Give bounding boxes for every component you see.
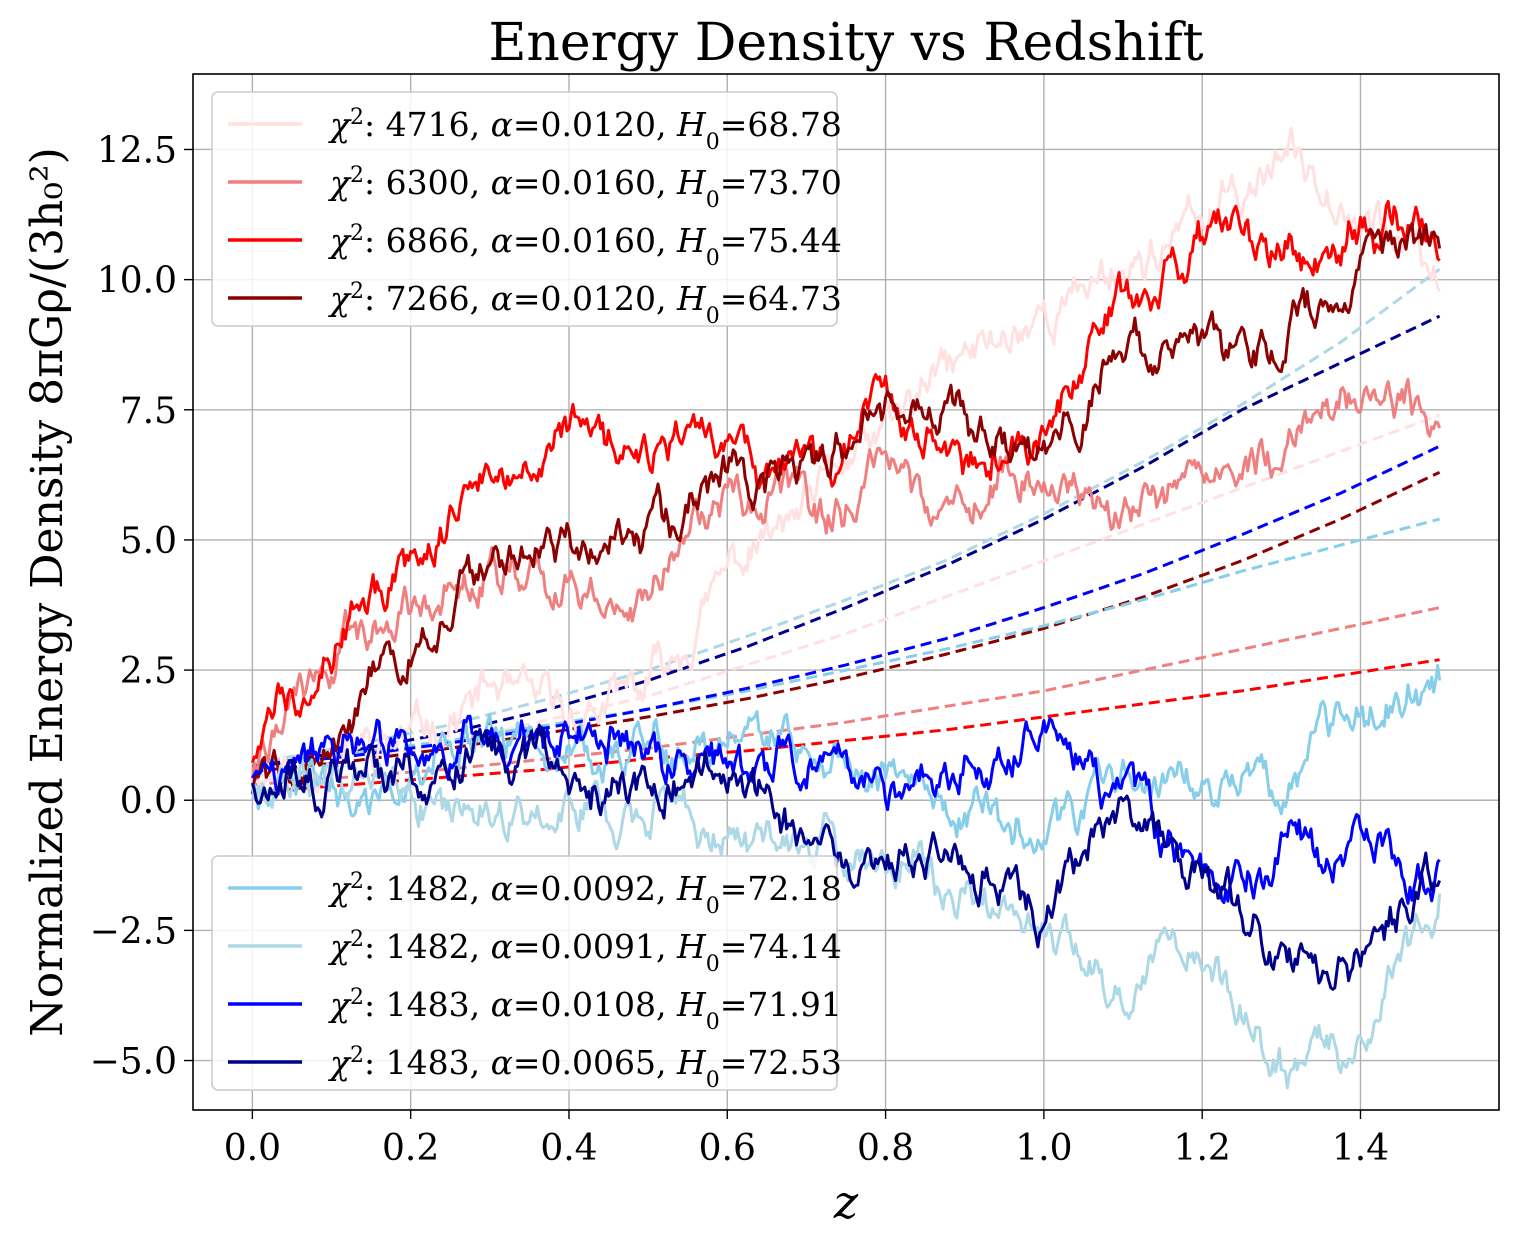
y-tick-label: 2.5 (120, 651, 177, 692)
legend-label: χ2: 6866, α=0.0160, H0=75.44 (328, 221, 842, 271)
legend-box (211, 855, 838, 1091)
axes-frame (192, 73, 1500, 1111)
fit-line-series-5 (252, 517, 1440, 768)
legend-entry: χ2: 6866, α=0.0160, H0=75.44 (228, 221, 842, 271)
y-axis-label: Normalized Energy Density 8πGρ/(3h₀²) (22, 147, 73, 1037)
x-tick-label: 0.2 (382, 1128, 439, 1169)
data-line-series-1 (250, 126, 1441, 794)
x-tick-label: 0.0 (224, 1128, 281, 1169)
y-tick-label: −2.5 (90, 911, 177, 952)
x-tick-label: 0.4 (540, 1128, 597, 1169)
x-tick-label: 1.2 (1174, 1128, 1231, 1169)
data-line-series-6 (250, 754, 1442, 1090)
legend-entry: χ2: 1483, α=0.0065, H0=72.53 (228, 1043, 842, 1093)
y-tick-label: 10.0 (97, 261, 177, 302)
legend-label: χ2: 1483, α=0.0108, H0=71.91 (328, 985, 842, 1035)
x-tick-label: 0.8 (857, 1128, 914, 1169)
legend-label: χ2: 7266, α=0.0120, H0=64.73 (328, 279, 842, 329)
fit-line-series-7 (252, 444, 1441, 768)
y-tick-label: 0.0 (120, 781, 177, 822)
fit-line-series-6 (252, 267, 1441, 766)
legend-lower-left: χ2: 1482, α=0.0092, H0=72.18 χ2: 1482, α=… (211, 855, 842, 1093)
y-tick-label: 12.5 (97, 130, 177, 171)
y-tick-label: 7.5 (120, 391, 177, 432)
legend-label: χ2: 1482, α=0.0091, H0=74.14 (328, 927, 842, 977)
legend-label: χ2: 6300, α=0.0160, H0=73.70 (328, 163, 842, 213)
fit-line-series-3 (252, 658, 1440, 794)
fit-line-series-8 (252, 314, 1441, 768)
fit-line-series-2 (252, 606, 1440, 787)
legend-entry: χ2: 1482, α=0.0091, H0=74.14 (228, 927, 842, 977)
fit-line-series-4 (252, 470, 1441, 774)
chart-title: Energy Density vs Redshift (488, 13, 1203, 73)
legend-upper-left: χ2: 4716, α=0.0120, H0=68.78 χ2: 6300, α=… (211, 91, 842, 329)
legend-entry: χ2: 6300, α=0.0160, H0=73.70 (228, 163, 842, 213)
legend-entry: χ2: 7266, α=0.0120, H0=64.73 (228, 279, 842, 329)
x-tick-label: 1.4 (1332, 1128, 1389, 1169)
y-tick-label: 5.0 (120, 521, 177, 562)
x-axis-label: z (833, 1175, 859, 1229)
legend-entry: χ2: 1483, α=0.0108, H0=71.91 (228, 985, 842, 1035)
data-line-series-4 (250, 222, 1442, 795)
x-tick-label: 1.0 (1015, 1128, 1072, 1169)
legend-label: χ2: 1483, α=0.0065, H0=72.53 (328, 1043, 842, 1093)
legend-entry: χ2: 1482, α=0.0092, H0=72.18 (228, 869, 842, 919)
legend-label: χ2: 1482, α=0.0092, H0=72.18 (328, 869, 842, 919)
data-line-series-5 (251, 663, 1442, 855)
legend-entry: χ2: 4716, α=0.0120, H0=68.78 (228, 105, 842, 155)
data-line-series-2 (250, 378, 1442, 781)
y-tick-label: −5.0 (90, 1042, 177, 1083)
data-line-series-7 (251, 714, 1441, 905)
x-tick-label: 0.6 (699, 1128, 756, 1169)
legend-box (211, 91, 838, 327)
legend-label: χ2: 4716, α=0.0120, H0=68.78 (328, 105, 842, 155)
data-line-series-8 (250, 723, 1442, 991)
